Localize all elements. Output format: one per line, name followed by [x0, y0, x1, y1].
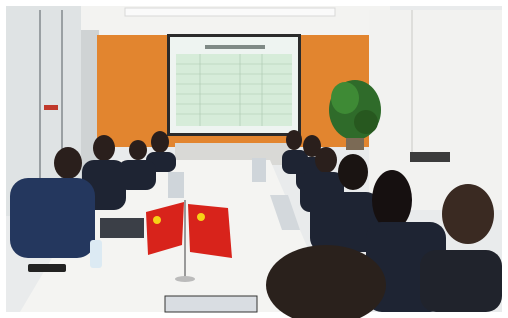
ceiling-light: [125, 8, 335, 16]
photo: [0, 0, 508, 318]
phone: [28, 264, 66, 272]
sheet-title: [205, 45, 265, 49]
spreadsheet: [176, 54, 292, 126]
page: {}: [0, 0, 508, 318]
projection-screen: [167, 34, 301, 136]
water-bottle: [90, 240, 102, 268]
exit-sign: [44, 105, 58, 110]
tv-edge: [410, 152, 450, 162]
pillar: [81, 30, 99, 180]
